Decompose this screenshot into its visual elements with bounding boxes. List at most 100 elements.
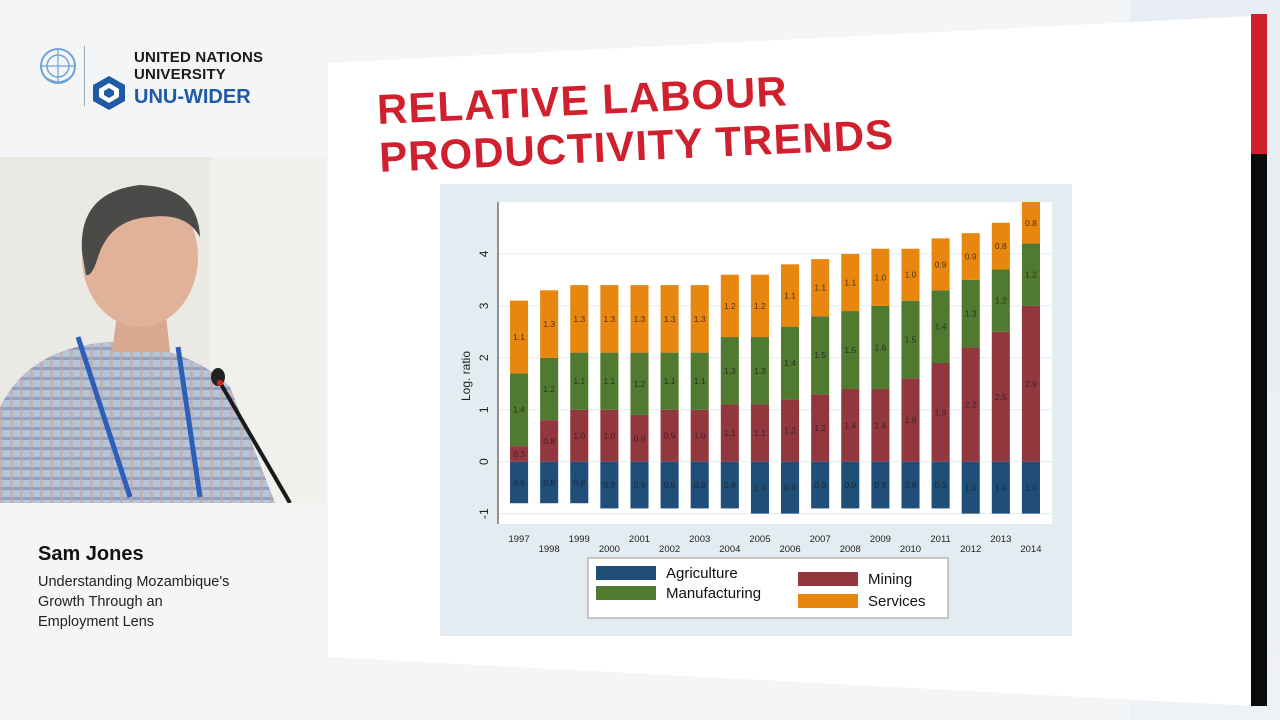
- bar-services-2008: [841, 253, 860, 312]
- data-label-services: 1.1: [513, 332, 525, 342]
- bar-services-2000: [600, 285, 619, 353]
- x-tick-label: 2014: [1020, 544, 1041, 555]
- bar-manufacturing-1997: [510, 373, 529, 447]
- chart-panel: 0.8 0.3 1.4 1.1 0.8 0.8 1.2 1.3 0.8 1.0 1.1 1.3 0.9 1…: [440, 184, 1072, 636]
- bar-agriculture-2001: [630, 461, 649, 509]
- grid-lines: [498, 253, 1052, 515]
- bar-agriculture-2000: [600, 461, 619, 509]
- y-tick-label: -1: [477, 508, 491, 519]
- data-label-manufacturing: 1.2: [634, 379, 646, 389]
- bar-manufacturing-2002: [660, 352, 679, 410]
- data-label-manufacturing: 1.5: [844, 345, 856, 355]
- data-label-manufacturing: 1.2: [995, 296, 1007, 306]
- legend-label-services: Services: [868, 593, 926, 610]
- bar-manufacturing-2005: [750, 337, 769, 405]
- data-label-agriculture: 0.8: [573, 477, 585, 487]
- data-label-manufacturing: 1.4: [784, 358, 796, 368]
- data-label-manufacturing: 1.3: [754, 366, 766, 376]
- data-label-services: 1.3: [543, 319, 555, 329]
- data-label-agriculture: 0.9: [905, 480, 917, 490]
- data-label-mining: 0.3: [513, 449, 525, 459]
- data-label-manufacturing: 1.4: [513, 405, 525, 415]
- data-label-mining: 1.2: [814, 423, 826, 433]
- data-label-agriculture: 1.0: [965, 483, 977, 493]
- x-tick-label: 1998: [539, 544, 560, 555]
- bar-agriculture-2010: [901, 461, 920, 509]
- data-label-agriculture: 0.9: [634, 480, 646, 490]
- data-label-manufacturing: 1.3: [965, 309, 977, 319]
- data-label-agriculture: 0.8: [543, 477, 555, 487]
- speaker-image: [0, 157, 326, 503]
- speaker-name: Sam Jones: [38, 543, 144, 565]
- x-tick-label: 2009: [870, 534, 891, 545]
- data-label-mining: 1.2: [784, 426, 796, 436]
- bar-agriculture-2006: [781, 461, 800, 514]
- data-label-mining: 2.2: [965, 400, 977, 410]
- data-label-manufacturing: 1.6: [874, 342, 886, 352]
- data-label-services: 1.3: [694, 314, 706, 324]
- legend-label-agriculture: Agriculture: [666, 565, 738, 582]
- bar-mining-2002: [660, 409, 679, 462]
- legend: Agriculture Mining Manufacturing Services: [587, 557, 949, 619]
- data-label-agriculture: 0.8: [513, 477, 525, 487]
- data-label-services: 1.3: [603, 314, 615, 324]
- bar-services-2012: [961, 233, 980, 280]
- bar-agriculture-2003: [690, 461, 709, 509]
- bar-mining-2011: [931, 363, 950, 462]
- x-tick-label: 2013: [990, 534, 1011, 545]
- data-label-agriculture: 0.9: [784, 483, 796, 493]
- bar-mining-2005: [750, 404, 769, 462]
- x-tick-label: 2010: [900, 544, 921, 555]
- x-tick-label: 2007: [810, 534, 831, 545]
- y-axis: -1 0 1 2 3 4: [477, 202, 499, 524]
- bar-agriculture-2009: [871, 461, 890, 509]
- data-label-agriculture: 0.9: [603, 480, 615, 490]
- bar-services-1997: [510, 300, 529, 374]
- data-label-services: 1.1: [844, 278, 856, 288]
- data-label-agriculture: 0.9: [874, 480, 886, 490]
- data-label-mining: 0.9: [634, 433, 646, 443]
- data-label-mining: 2.9: [1025, 379, 1037, 389]
- bar-services-1998: [540, 290, 559, 358]
- data-label-mining: 1.1: [754, 428, 766, 438]
- x-tick-label: 2004: [719, 544, 740, 555]
- data-label-agriculture: 1.0: [754, 483, 766, 493]
- bar-manufacturing-2006: [781, 326, 800, 400]
- data-label-manufacturing: 1.4: [935, 322, 947, 332]
- bar-services-2005: [750, 274, 769, 338]
- bar-mining-2008: [841, 388, 860, 462]
- bar-mining-2004: [720, 404, 739, 462]
- plot-area: [498, 202, 1052, 524]
- data-label-agriculture: 0.9: [724, 480, 736, 490]
- bar-manufacturing-2009: [871, 305, 890, 389]
- bar-manufacturing-2008: [841, 311, 860, 389]
- bar-manufacturing-2014: [1021, 243, 1040, 306]
- bar-agriculture-1999: [570, 461, 589, 504]
- bar-manufacturing-2000: [600, 352, 619, 410]
- x-tick-label: 1999: [569, 534, 590, 545]
- bar-agriculture-2014: [1021, 461, 1040, 514]
- y-tick-label: 0: [477, 458, 491, 465]
- bar-mining-1998: [540, 420, 559, 462]
- data-label-services: 0.9: [965, 252, 977, 262]
- y-tick-label: 4: [477, 250, 491, 257]
- bar-agriculture-2007: [811, 461, 830, 509]
- data-label-agriculture: 0.9: [844, 480, 856, 490]
- bar-services-2010: [901, 248, 920, 301]
- bar-mining-2013: [991, 331, 1010, 462]
- bar-agriculture-1998: [540, 461, 559, 504]
- data-label-services: 0.9: [935, 259, 947, 269]
- data-label-services: 0.8: [1025, 218, 1037, 228]
- bar-manufacturing-2004: [720, 337, 739, 405]
- x-axis: 1997 1998 1999 2000 2001 2002 2003 2004 2005 2006…: [508, 534, 1041, 555]
- data-label-agriculture: 0.9: [814, 480, 826, 490]
- bar-manufacturing-2007: [811, 316, 830, 395]
- bar-agriculture-1997: [510, 461, 529, 504]
- bar-services-2002: [660, 285, 679, 353]
- bar-services-2011: [931, 238, 950, 291]
- accent-bar-black: [1251, 154, 1267, 706]
- bar-services-2007: [811, 259, 830, 317]
- data-label-services: 1.2: [724, 301, 736, 311]
- bar-agriculture-2008: [841, 461, 860, 509]
- data-label-services: 1.1: [814, 283, 826, 293]
